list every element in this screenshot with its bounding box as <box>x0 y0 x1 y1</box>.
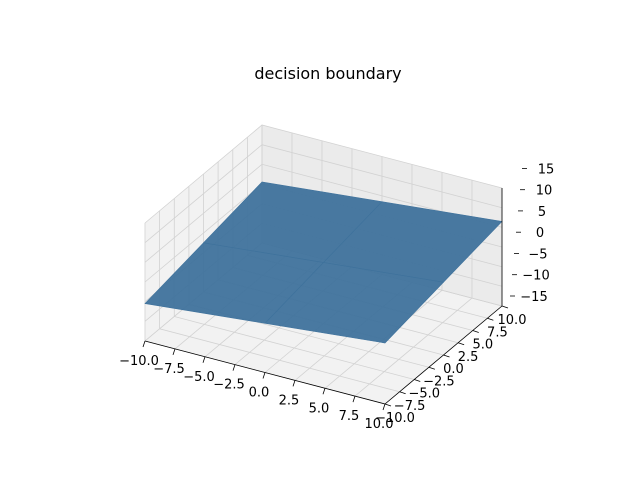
y-tick-label: −7.5 <box>394 399 426 414</box>
z-tick-label: −10 <box>522 269 549 284</box>
x-tick-label: 10.0 <box>365 417 394 432</box>
y-tick-label: −2.5 <box>423 374 455 389</box>
z-tick-label: 0 <box>536 226 544 241</box>
y-tick-mark <box>472 330 479 333</box>
x-tick-label: 0.0 <box>249 386 270 401</box>
x-axis-ticks: −10.0−7.5−5.0−2.5 0.0 2.5 5.0 7.5 10.0 <box>119 340 394 432</box>
x-tick-mark <box>232 364 236 371</box>
y-tick-label: 0.0 <box>443 362 464 377</box>
y-tick-mark <box>399 391 406 395</box>
y-tick-label: 10.0 <box>498 313 527 328</box>
y-tick-label: 2.5 <box>458 350 479 365</box>
x-tick-mark <box>292 380 296 387</box>
chart-title: decision boundary <box>254 64 401 83</box>
x-tick-mark <box>142 340 146 348</box>
grid-line-z <box>144 163 503 263</box>
x-tick-label: −7.5 <box>153 362 185 377</box>
x-tick-mark <box>382 403 386 411</box>
y-tick-label: 7.5 <box>487 325 508 340</box>
y-axis-ticks: −10.0−7.5−5.0−2.50.02.55.07.510.0 <box>375 305 527 426</box>
z-tick-label: 15 <box>538 162 555 177</box>
z-tick-label: −15 <box>520 290 547 305</box>
y-tick-mark <box>414 379 421 382</box>
x-tick-mark <box>172 348 176 356</box>
y-tick-mark <box>487 317 494 321</box>
grid-line-z <box>144 144 503 244</box>
y-tick-label: −10.0 <box>375 411 415 426</box>
x-tick-label: 2.5 <box>279 393 300 408</box>
x-tick-label: −10.0 <box>119 354 159 369</box>
z-axis-ticks: −15 −10 −5 0 5 10 15 <box>510 162 554 305</box>
y-tick-mark <box>384 403 392 407</box>
y-tick-label: 5.0 <box>472 338 493 353</box>
x-tick-label: 5.0 <box>309 401 330 416</box>
x-tick-mark <box>202 356 206 363</box>
z-tick-label: 5 <box>538 205 546 220</box>
x-tick-mark <box>322 388 326 395</box>
y-tick-label: −5.0 <box>409 387 441 402</box>
y-tick-mark <box>443 354 450 358</box>
z-tick-label: 10 <box>536 184 553 199</box>
y-tick-mark <box>501 305 509 309</box>
z-tick-label: −5 <box>528 248 547 263</box>
y-tick-mark <box>428 366 436 370</box>
x-tick-mark <box>262 372 266 379</box>
x-tick-label: −2.5 <box>213 378 245 393</box>
x-tick-label: 7.5 <box>339 409 360 424</box>
y-tick-mark <box>457 342 465 346</box>
x-tick-label: −5.0 <box>183 370 215 385</box>
x-tick-mark <box>352 395 356 403</box>
decision-boundary-surface <box>144 181 503 344</box>
grid-line-z <box>144 124 503 224</box>
